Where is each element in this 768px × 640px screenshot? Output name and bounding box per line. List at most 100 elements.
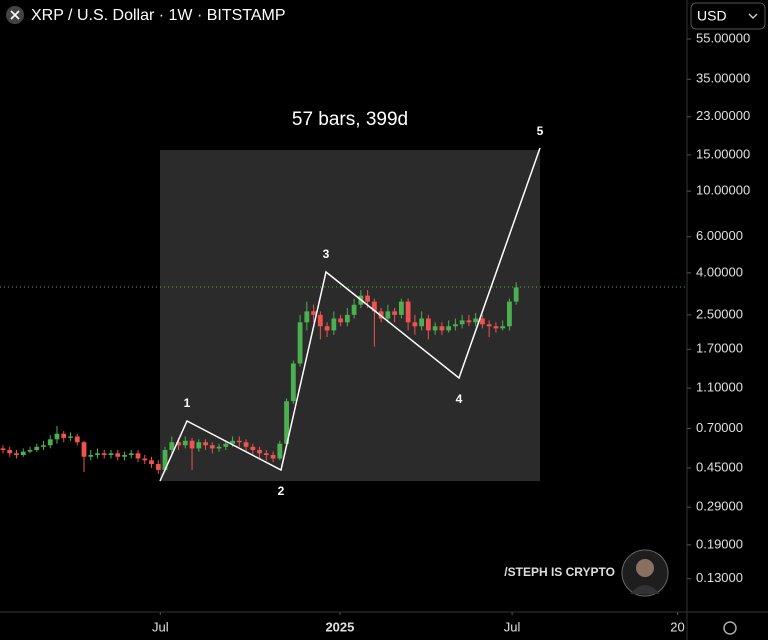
candle-body [452,324,458,327]
wave-label: 1 [184,396,191,410]
settings-icon[interactable] [723,621,737,635]
wave-label: 5 [537,124,544,138]
candle-body [412,322,418,327]
candle-body [317,314,323,327]
candle-body [122,455,127,457]
currency-label[interactable]: USD [697,8,727,24]
currency-select[interactable] [690,2,766,30]
candle-body [419,318,425,327]
candle-body [0,448,6,451]
wave-label: 2 [278,484,285,498]
candle-body [95,453,100,456]
x-tick-label: 20 [670,619,684,634]
candle-body [27,450,33,452]
candle-body [439,326,445,331]
candle-body [128,453,134,456]
candle-body [459,320,465,325]
wave-label: 3 [323,247,330,261]
symbol-icon-x [10,10,20,20]
candle-body [270,455,276,459]
candle-body [115,453,121,457]
symbol-title[interactable]: XRP / U.S. Dollar · 1W · BITSTAMP [31,7,286,24]
candle-body [142,458,148,461]
candle-body [466,320,472,323]
candle-body [74,436,80,443]
y-tick-label: 23.00000 [696,108,750,123]
candle-body [176,442,181,446]
candle-body [41,445,46,447]
candle-body [344,314,350,323]
y-tick-label: 1.70000 [696,341,743,356]
candles [0,282,519,475]
candle-body [432,326,438,331]
x-tick-label: Jul [504,619,521,634]
y-tick-label: 0.45000 [696,459,743,474]
watermark: /STEPH IS CRYPTO [504,565,615,579]
candle-body [473,318,479,323]
y-tick-label: 15.00000 [696,146,750,161]
candle-body [513,287,519,302]
y-tick-label: 0.29000 [696,499,743,514]
dropdown-arrow [748,13,758,19]
candle-body [351,304,357,315]
avatar-face [636,559,654,577]
candle-body [236,440,242,443]
candle-body [34,446,40,451]
candle-body [189,440,195,449]
candle-body [405,301,411,323]
candle-body [398,301,404,315]
candle-body [263,453,269,456]
candle-body [230,440,235,444]
candle-body [149,460,154,465]
y-tick-label: 0.13000 [696,570,743,585]
y-tick-label: 35.00000 [696,71,750,86]
candle-body [304,311,310,323]
candle-body [182,440,188,446]
candle-body [169,442,175,451]
y-tick-label: 55.00000 [696,30,750,45]
x-tick-label: 2025 [325,619,354,634]
candle-body [507,301,512,327]
candle-body [311,311,316,315]
candle-body [250,446,256,451]
candle-body [479,318,485,325]
candle-body [493,326,499,329]
candle-body [108,453,114,456]
x-tick-label: Jul [152,619,169,634]
candle-body [486,324,492,327]
candle-body [14,453,19,456]
y-tick-label: 0.70000 [696,420,743,435]
candle-body [216,446,222,449]
y-tick-label: 6.00000 [696,228,743,243]
candle-body [371,301,377,312]
candle-body [385,311,391,319]
candle-body [290,363,296,402]
candle-body [7,450,13,454]
candle-body [338,318,343,323]
y-tick-label: 2.50000 [696,306,743,321]
candle-body [277,443,283,459]
candle-body [365,295,371,302]
candle-body [203,442,208,446]
candle-body [68,436,73,438]
candle-body [155,464,161,470]
y-tick-label: 0.19000 [696,536,743,551]
candle-body [135,453,141,459]
candle-body [500,326,506,329]
candle-body [324,326,330,331]
y-tick-label: 10.00000 [696,183,750,198]
y-tick-label: 1.10000 [696,380,743,395]
candle-body [378,311,384,319]
candle-body [47,439,53,446]
candle-body [392,311,398,315]
candle-body [88,455,94,457]
candle-body [101,453,107,456]
wave-label: 4 [456,392,463,406]
candle-body [331,318,337,331]
candle-body [223,443,229,447]
candle-body [297,322,303,364]
candle-body [425,318,431,331]
avatar-body [630,585,660,594]
